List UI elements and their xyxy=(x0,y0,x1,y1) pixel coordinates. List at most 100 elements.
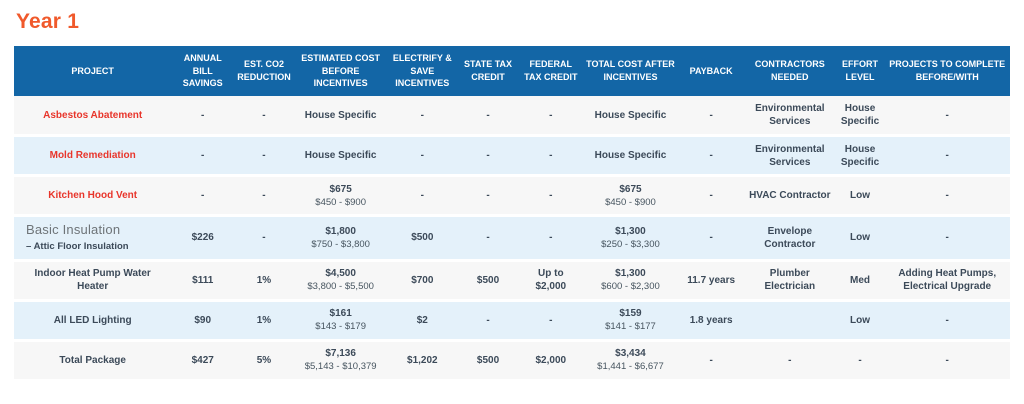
value-cell xyxy=(744,300,836,342)
column-header-1: PROJECT xyxy=(14,46,172,96)
value-cell: $159 $141 - $177 xyxy=(582,300,679,342)
cell-main-value: $1,300 xyxy=(615,225,646,237)
value-cell: $500 xyxy=(387,215,458,262)
cell-range-value: $3,800 - $5,500 xyxy=(307,280,374,292)
table-row: Mold Remediation - - House Specific - - - House… xyxy=(14,135,1010,178)
value-cell: $700 xyxy=(387,260,458,302)
value-cell: - xyxy=(884,135,1010,178)
value-cell: $111 xyxy=(171,260,235,302)
cell-range-value: $143 - $179 xyxy=(315,320,366,332)
column-header-4: ESTIMATED COST BEFORE INCENTIVES xyxy=(293,46,388,96)
value-cell: - xyxy=(234,95,294,138)
value-cell: $1,202 xyxy=(387,340,458,382)
value-cell: - xyxy=(518,135,583,178)
table-header: PROJECT ANNUAL BILL SAVINGS EST. CO2 REDUC… xyxy=(14,46,1010,96)
value-cell: Low xyxy=(835,300,885,342)
cell-main-value: $4,500 xyxy=(325,267,356,279)
value-cell: - xyxy=(884,215,1010,262)
value-cell: 5% xyxy=(234,340,294,382)
value-cell: $1,300 $600 - $2,300 xyxy=(582,260,679,302)
cell-range-value: $450 - $900 xyxy=(605,196,656,208)
value-cell: - xyxy=(678,175,744,218)
table-row: Kitchen Hood Vent - - $675 $450 - $900- - - $67… xyxy=(14,175,1010,218)
value-cell: $500 xyxy=(457,340,519,382)
project-cell: Asbestos Abatement xyxy=(14,95,172,138)
cell-main-value: $3,434 xyxy=(615,347,646,359)
value-cell: House Specific xyxy=(835,135,885,178)
column-header-2: ANNUAL BILL SAVINGS xyxy=(171,46,235,96)
value-cell: - xyxy=(884,340,1010,382)
column-header-8: TOTAL COST AFTER INCENTIVES xyxy=(582,46,679,96)
value-cell: - xyxy=(884,175,1010,218)
value-cell: - xyxy=(387,95,458,138)
value-cell: Low xyxy=(835,215,885,262)
table-row: Total Package $427 5% $7,136 $5,143 - $10,37… xyxy=(14,340,1010,382)
column-header-5: ELECTRIFY & SAVE INCENTIVES xyxy=(387,46,458,96)
cell-range-value: $450 - $900 xyxy=(315,196,366,208)
value-cell: $500 xyxy=(457,260,519,302)
cell-range-value: $1,441 - $6,677 xyxy=(597,360,664,372)
value-cell: - xyxy=(234,175,294,218)
cell-main-value: $161 xyxy=(329,307,352,319)
value-cell: - xyxy=(678,215,744,262)
value-cell: - xyxy=(171,135,235,178)
cell-range-value: $141 - $177 xyxy=(605,320,656,332)
column-header-6: STATE TAX CREDIT xyxy=(457,46,519,96)
value-cell: House Specific xyxy=(293,135,388,178)
value-cell: Plumber Electrician xyxy=(744,260,836,302)
value-cell: - xyxy=(518,215,583,262)
value-cell: - xyxy=(678,135,744,178)
value-cell: - xyxy=(234,135,294,178)
column-header-10: CONTRACTORS NEEDED xyxy=(744,46,836,96)
project-cell: Indoor Heat Pump Water Heater xyxy=(14,260,172,302)
value-cell: 1% xyxy=(234,300,294,342)
value-cell: $7,136 $5,143 - $10,379 xyxy=(293,340,388,382)
table-row: Asbestos Abatement - - House Specific - - - Hou… xyxy=(14,95,1010,138)
value-cell: House Specific xyxy=(582,135,679,178)
cell-main-value: $1,800 xyxy=(325,225,356,237)
value-cell: Up to $2,000 xyxy=(518,260,583,302)
value-cell: $161 $143 - $179 xyxy=(293,300,388,342)
column-header-12: PROJECTS TO COMPLETE BEFORE/WITH xyxy=(884,46,1010,96)
table-row: Basic Insulation – Attic Floor Insulation… xyxy=(14,215,1010,262)
project-cell: Total Package xyxy=(14,340,172,382)
value-cell: House Specific xyxy=(582,95,679,138)
value-cell: - xyxy=(387,175,458,218)
cell-main-value: $159 xyxy=(619,307,642,319)
value-cell: - xyxy=(234,215,294,262)
project-group-subitem: – Attic Floor Insulation xyxy=(26,241,129,253)
value-cell: 1% xyxy=(234,260,294,302)
value-cell: - xyxy=(457,175,519,218)
project-cell: All LED Lighting xyxy=(14,300,172,342)
value-cell: - xyxy=(884,95,1010,138)
project-cell: Kitchen Hood Vent xyxy=(14,175,172,218)
column-header-9: PAYBACK xyxy=(678,46,744,96)
table-row: Indoor Heat Pump Water Heater $111 1% $4,50… xyxy=(14,260,1010,302)
value-cell: $1,300 $250 - $3,300 xyxy=(582,215,679,262)
header-row: PROJECT ANNUAL BILL SAVINGS EST. CO2 REDUC… xyxy=(14,46,1010,96)
value-cell: $2,000 xyxy=(518,340,583,382)
column-header-11: EFFORT LEVEL xyxy=(835,46,885,96)
value-cell: Environmental Services xyxy=(744,95,836,138)
value-cell: - xyxy=(457,135,519,178)
value-cell: - xyxy=(457,215,519,262)
cell-main-value: $7,136 xyxy=(325,347,356,359)
value-cell: $2 xyxy=(387,300,458,342)
value-cell: House Specific xyxy=(835,95,885,138)
value-cell: $675 $450 - $900 xyxy=(582,175,679,218)
page-title: Year 1 xyxy=(16,10,80,33)
value-cell: - xyxy=(884,300,1010,342)
value-cell: $4,500 $3,800 - $5,500 xyxy=(293,260,388,302)
value-cell: - xyxy=(171,95,235,138)
value-cell: Environmental Services xyxy=(744,135,836,178)
cell-range-value: $750 - $3,800 xyxy=(311,238,370,250)
value-cell: $226 xyxy=(171,215,235,262)
cell-range-value: $5,143 - $10,379 xyxy=(304,360,377,372)
value-cell: - xyxy=(457,95,519,138)
cell-range-value: $600 - $2,300 xyxy=(601,280,660,292)
year1-projects-table: PROJECT ANNUAL BILL SAVINGS EST. CO2 REDUC… xyxy=(14,46,1010,382)
cell-main-value: $1,300 xyxy=(615,267,646,279)
value-cell: $427 xyxy=(171,340,235,382)
column-header-7: FEDERAL TAX CREDIT xyxy=(518,46,583,96)
value-cell: - xyxy=(518,95,583,138)
